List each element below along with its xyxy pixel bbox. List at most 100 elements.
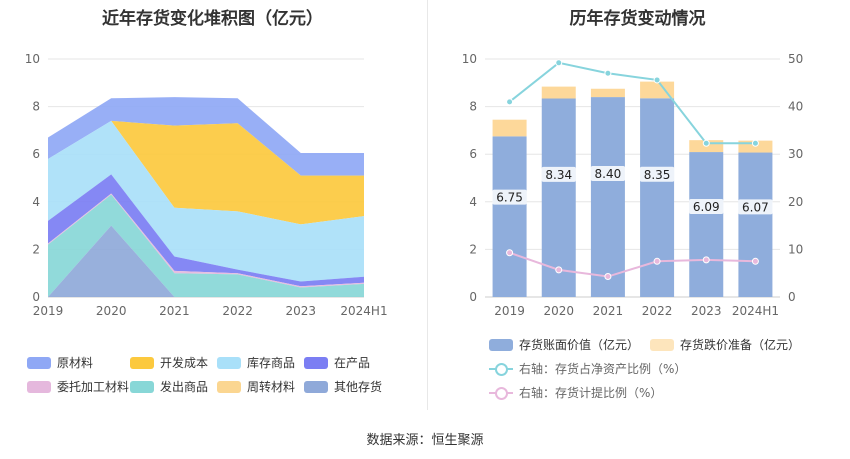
legend-label: 在产品	[334, 356, 371, 370]
legend-label: 发出商品	[160, 380, 209, 394]
left-x-tick-label: 2024H1	[340, 304, 387, 318]
left-y-tick-label: 2	[32, 242, 40, 256]
legend-label: 右轴：存货占净资产比例（%）	[519, 362, 687, 376]
right-x-tick-label: 2022	[642, 304, 673, 318]
right-x-tick-label: 2019	[494, 304, 525, 318]
right-legend-item[interactable]: 右轴：存货计提比例（%）	[489, 384, 662, 401]
left-area-series	[48, 174, 364, 287]
right-y-left-tick-label: 0	[469, 290, 477, 304]
impairment-provision-bar	[541, 86, 576, 99]
panel-divider	[427, 0, 428, 410]
legend-swatch	[217, 356, 241, 369]
book-value-data-label: 6.75	[496, 191, 523, 205]
impairment-provision-bar	[640, 81, 675, 99]
book-value-bar	[738, 152, 773, 297]
left-area-series	[48, 225, 364, 297]
inventory-to-net-assets-line	[508, 61, 756, 145]
legend-label: 存货跌价准备（亿元）	[680, 338, 801, 352]
right-y-right-tick-label: 50	[788, 52, 803, 66]
left-y-tick-label: 0	[32, 290, 40, 304]
right-x-tick-label: 2024H1	[732, 304, 779, 318]
book-value-bar	[689, 152, 724, 297]
provision-ratio-point	[653, 257, 661, 265]
left-legend-item[interactable]: 发出商品	[130, 378, 208, 395]
legend-label: 库存商品	[247, 356, 296, 370]
left-area-series	[48, 120, 364, 225]
bar-label-bg	[492, 189, 527, 205]
impairment-provision-bar	[492, 119, 527, 137]
left-x-tick-label: 2022	[222, 304, 253, 318]
left-legend-item[interactable]: 在产品	[304, 354, 370, 371]
legend-swatch	[27, 356, 51, 369]
legend-swatch	[650, 338, 674, 351]
left-legend-item[interactable]: 库存商品	[217, 354, 295, 371]
legend-marker	[495, 386, 508, 400]
legend-swatch	[304, 356, 328, 369]
left-legend-item[interactable]: 委托加工材料	[27, 378, 129, 395]
inventory-to-net-assets-point	[555, 59, 563, 67]
bar-label-bg	[590, 166, 626, 182]
right-legend-item[interactable]: 存货账面价值（亿元）	[489, 336, 639, 353]
provision-ratio-point	[604, 273, 612, 281]
legend-label: 右轴：存货计提比例（%）	[519, 386, 663, 400]
inventory-to-net-assets-point	[604, 69, 612, 77]
book-value-bar	[640, 98, 675, 298]
provision-ratio-point	[702, 256, 710, 264]
legend-swatch	[27, 380, 51, 393]
book-value-bar	[541, 98, 576, 298]
left-x-tick-label: 2023	[286, 304, 317, 318]
legend-label: 开发成本	[160, 356, 209, 370]
provision-ratio-point	[555, 266, 563, 274]
right-x-tick-label: 2020	[543, 304, 574, 318]
right-legend-item[interactable]: 右轴：存货占净资产比例（%）	[489, 360, 686, 377]
legend-label: 原材料	[57, 356, 94, 370]
book-value-data-label: 8.40	[595, 167, 622, 181]
left-legend-item[interactable]: 原材料	[27, 354, 93, 371]
left-y-tick-label: 8	[32, 100, 40, 114]
right-y-right-tick-label: 40	[788, 100, 803, 114]
provision-ratio-line	[509, 251, 756, 278]
right-y-left-tick-label: 2	[469, 242, 477, 256]
provision-ratio-point	[506, 249, 514, 257]
right-legend-item[interactable]: 存货跌价准备（亿元）	[650, 336, 800, 353]
provision-ratio-point	[751, 257, 759, 265]
left-y-tick-label: 4	[32, 195, 40, 209]
inventory-to-net-assets-point	[751, 139, 759, 147]
left-x-tick-label: 2020	[96, 304, 127, 318]
bar-label-bg	[541, 166, 576, 182]
book-value-bar	[492, 136, 527, 297]
right-y-right-tick-label: 20	[788, 195, 803, 209]
legend-swatch	[304, 380, 328, 393]
legend-swatch	[489, 386, 513, 400]
left-legend-item[interactable]: 其他存货	[304, 378, 382, 395]
legend-label: 存货账面价值（亿元）	[519, 338, 640, 352]
inventory-to-net-assets-point	[653, 76, 661, 84]
left-x-tick-label: 2021	[159, 304, 190, 318]
right-chart-title: 历年存货变动情况	[569, 9, 706, 29]
book-value-data-label: 8.35	[644, 168, 671, 182]
legend-marker	[495, 362, 508, 376]
left-legend-item[interactable]: 开发成本	[130, 354, 208, 371]
bar-label-bg	[738, 199, 773, 215]
right-y-right-tick-label: 10	[788, 242, 803, 256]
right-y-left-tick-label: 10	[462, 52, 477, 66]
left-area-series	[48, 120, 364, 282]
book-value-data-label: 6.07	[742, 200, 769, 214]
left-y-tick-label: 10	[25, 52, 40, 66]
left-y-tick-label: 6	[32, 147, 40, 161]
left-legend-item[interactable]: 周转材料	[217, 378, 295, 395]
left-area-series	[48, 97, 364, 176]
right-y-right-tick-label: 30	[788, 147, 803, 161]
inventory-to-net-assets-point	[506, 98, 514, 106]
legend-label: 周转材料	[247, 380, 296, 394]
legend-swatch	[217, 380, 241, 393]
right-y-left-tick-label: 6	[469, 147, 477, 161]
legend-swatch	[130, 380, 154, 393]
left-chart-title: 近年存货变化堆积图（亿元）	[102, 9, 323, 29]
book-value-data-label: 6.09	[693, 200, 720, 214]
left-x-tick-label: 2019	[33, 304, 64, 318]
legend-label: 其他存货	[334, 380, 383, 394]
impairment-provision-bar	[590, 88, 625, 98]
right-y-left-tick-label: 4	[469, 195, 477, 209]
